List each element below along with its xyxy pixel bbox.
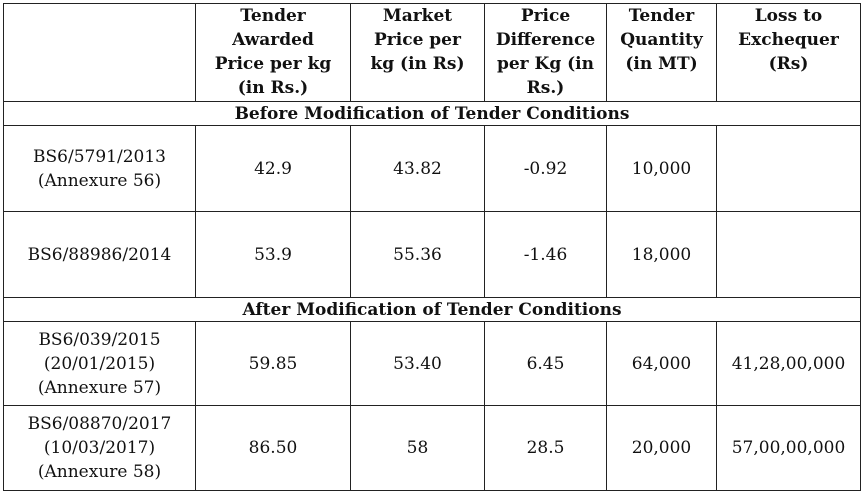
- cell-line: Price: [520, 6, 571, 26]
- tender-cell: BS6/08870/2017 (10/03/2017) (Annexure 58): [3, 405, 196, 491]
- header-cell: [3, 3, 196, 102]
- value-cell: 10,000: [606, 125, 717, 212]
- value-cell: 64,000: [606, 321, 717, 406]
- value-cell: -1.46: [484, 211, 607, 298]
- cell-line: (Annexure 57): [37, 377, 162, 398]
- section-title: After Modification of Tender Conditions: [3, 297, 861, 322]
- cell-line: kg (in Rs): [370, 54, 465, 74]
- cell-line: Market: [382, 6, 453, 26]
- header-cell: Tender Quantity (in MT): [606, 3, 717, 102]
- header-cell: Loss to Exchequer (Rs): [716, 3, 861, 102]
- tender-cell: BS6/039/2015 (20/01/2015) (Annexure 57): [3, 321, 196, 406]
- value-cell: 20,000: [606, 405, 717, 491]
- data-row: BS6/08870/2017 (10/03/2017) (Annexure 58) 8…: [3, 405, 861, 491]
- cell-line: (Rs): [768, 54, 809, 74]
- value-cell: 59.85: [195, 321, 351, 406]
- cell-line: (in MT): [625, 54, 698, 74]
- cell-line: (10/03/2017): [43, 438, 156, 458]
- cell-line: Loss to: [754, 6, 823, 26]
- value-cell: [716, 211, 861, 298]
- cell-line: Tender: [240, 6, 306, 26]
- cell-line: Rs.): [526, 78, 565, 98]
- header-cell: Market Price per kg (in Rs): [350, 3, 485, 102]
- cell-line: (20/01/2015): [43, 353, 156, 374]
- cell-line: Awarded: [232, 30, 314, 50]
- value-cell: -0.92: [484, 125, 607, 212]
- value-cell: 43.82: [350, 125, 485, 212]
- value-cell: 6.45: [484, 321, 607, 406]
- section-row: After Modification of Tender Conditions: [3, 297, 861, 322]
- value-cell: 53.9: [195, 211, 351, 298]
- cell-line: BS6/039/2015: [38, 329, 161, 350]
- tender-cell: BS6/88986/2014: [3, 211, 196, 298]
- cell-line: Price per kg: [214, 54, 332, 74]
- value-cell: 86.50: [195, 405, 351, 491]
- header-row: Tender Awarded Price per kg (in Rs.) Market P…: [3, 3, 861, 102]
- cell-line: (in Rs.): [237, 78, 309, 98]
- table-body: Tender Awarded Price per kg (in Rs.) Market P…: [3, 3, 861, 491]
- header-cell: Tender Awarded Price per kg (in Rs.): [195, 3, 351, 102]
- value-cell: 42.9: [195, 125, 351, 212]
- value-cell: 58: [350, 405, 485, 491]
- value-cell: 55.36: [350, 211, 485, 298]
- cell-line: BS6/5791/2013: [33, 146, 166, 167]
- cell-line: BS6/88986/2014: [27, 244, 172, 265]
- section-title: Before Modification of Tender Conditions: [3, 101, 861, 126]
- tender-cell: BS6/5791/2013 (Annexure 56): [3, 125, 196, 212]
- value-cell: [716, 125, 861, 212]
- cell-line: (Annexure 58): [37, 462, 162, 482]
- data-row: BS6/5791/2013 (Annexure 56) 42.9 43.82 -0.92…: [3, 125, 861, 212]
- cell-line: Price per: [374, 30, 461, 50]
- cell-line: (Annexure 56): [37, 170, 162, 191]
- data-row: BS6/039/2015 (20/01/2015) (Annexure 57) 59.…: [3, 321, 861, 406]
- cell-line: BS6/08870/2017: [27, 414, 172, 434]
- data-row: BS6/88986/2014 53.9 55.36 -1.46 18,000: [3, 211, 861, 298]
- value-cell: 57,00,00,000: [716, 405, 861, 491]
- value-cell: 53.40: [350, 321, 485, 406]
- cell-line: Tender: [628, 6, 695, 26]
- value-cell: 18,000: [606, 211, 717, 298]
- header-cell: Price Difference per Kg (in Rs.): [484, 3, 607, 102]
- value-cell: 41,28,00,000: [716, 321, 861, 406]
- cell-line: Quantity: [620, 30, 703, 50]
- value-cell: 28.5: [484, 405, 607, 491]
- cell-line: Difference: [495, 30, 596, 50]
- cell-line: Exchequer: [738, 30, 839, 50]
- tender-table: Tender Awarded Price per kg (in Rs.) Market P…: [3, 3, 861, 491]
- section-row: Before Modification of Tender Conditions: [3, 101, 861, 126]
- cell-line: per Kg (in: [496, 54, 595, 74]
